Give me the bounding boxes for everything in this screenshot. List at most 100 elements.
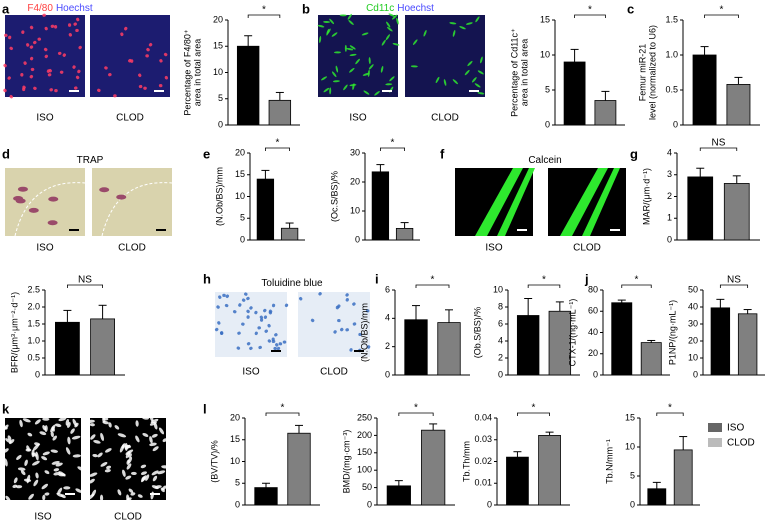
micrograph-detail: [246, 296, 250, 301]
micrograph-detail: [122, 469, 126, 477]
micrograph-detail: [35, 451, 39, 461]
micrograph-detail: [87, 419, 95, 423]
significance-label: NS: [727, 275, 741, 286]
y-tick-label: 10: [493, 284, 503, 294]
y-tick-label: 15: [625, 412, 635, 422]
significance-bracket: [574, 14, 606, 18]
micrograph-detail: [9, 46, 13, 51]
bar: [256, 178, 275, 241]
y-axis-label: (N.Ob/BS)/mm: [214, 167, 224, 226]
micrograph-detail: [349, 348, 353, 352]
image-title: F4/80 Hoechst: [27, 3, 92, 14]
micrograph-detail: [126, 459, 130, 465]
y-tick-label: 30: [688, 318, 698, 328]
micrograph-detail: [471, 77, 477, 83]
micrograph-detail: [70, 428, 75, 434]
y-tick-label: 0: [630, 499, 635, 509]
micrograph-detail: [125, 450, 131, 459]
micrograph-detail: [49, 88, 53, 92]
micrograph-detail: [5, 495, 11, 502]
micrograph-detail: [42, 451, 50, 456]
micrograph-detail: [145, 474, 150, 481]
micrograph-detail: [29, 56, 34, 61]
significance-label: *: [668, 403, 672, 414]
bar: [594, 100, 617, 126]
micrograph-detail: [380, 65, 384, 73]
micrograph-detail: [113, 94, 117, 98]
micrograph-detail: [333, 330, 337, 334]
micrograph-detail: [37, 37, 42, 41]
title-part: Calcein: [528, 155, 561, 166]
micrograph-detail: [153, 422, 158, 430]
micrograph-detail: [90, 434, 96, 440]
micrograph-detail: [323, 20, 331, 23]
micrograph-detail: [65, 447, 71, 455]
micrograph-detail: [146, 47, 150, 52]
y-axis-label: level (normalized to U6): [647, 25, 657, 120]
y-tick-label: 15: [235, 169, 245, 179]
y-tick-label: 10: [235, 191, 245, 201]
micrograph-detail: [480, 56, 483, 64]
significance-label: *: [635, 275, 639, 286]
micrograph-detail: [367, 69, 370, 77]
panel-letter: e: [203, 146, 210, 161]
micrograph: [90, 15, 170, 97]
y-tick-label: 8: [498, 301, 503, 311]
y-tick-label: 30: [350, 147, 360, 157]
micrograph-detail: [374, 91, 380, 96]
bar: [687, 176, 714, 241]
y-tick-label: 50: [688, 284, 698, 294]
micrograph-detail: [29, 74, 34, 79]
micrograph-detail: [31, 452, 38, 457]
y-tick-label: 100: [357, 465, 372, 475]
micrograph-detail: [55, 462, 63, 467]
micrograph-detail: [465, 22, 473, 25]
micrograph-detail: [44, 26, 48, 31]
micrograph-detail: [50, 449, 59, 453]
micrograph-detail: [318, 292, 322, 296]
micrograph-detail: [363, 90, 370, 95]
micrograph-detail: [102, 420, 109, 425]
micrograph: [318, 15, 398, 97]
micrograph-detail: [77, 466, 85, 472]
y-tick-label: 5: [218, 93, 223, 103]
micrograph-detail: [4, 458, 8, 467]
y-tick-label: 2.0: [27, 301, 40, 311]
micrograph-detail: [33, 40, 37, 45]
micrograph-detail: [459, 26, 466, 30]
micrograph-detail: [124, 26, 128, 31]
y-axis-label: Percentage of Cd11c⁺: [509, 28, 519, 117]
micrograph-detail: [126, 494, 130, 502]
micrograph-detail: [9, 95, 13, 99]
micrograph-detail: [410, 65, 418, 68]
y-tick-label: 200: [357, 430, 372, 440]
micrograph-detail: [53, 468, 60, 472]
micrograph-detail: [237, 331, 241, 335]
bar: [538, 434, 561, 506]
micrograph-detail: [423, 30, 427, 37]
bar: [395, 227, 414, 241]
micrograph-detail: [67, 23, 72, 27]
y-tick-label: 0: [35, 369, 40, 379]
micrograph-detail: [50, 431, 54, 438]
micrograph-detail: [97, 88, 101, 92]
micrograph-detail: [30, 67, 35, 72]
title-part: F4/80: [27, 3, 53, 14]
micrograph-detail: [148, 43, 153, 47]
micrograph-detail: [59, 70, 64, 74]
micrograph-detail: [120, 32, 124, 37]
micrograph-detail: [158, 84, 163, 88]
y-tick-label: 3: [667, 169, 672, 179]
micrograph-detail: [275, 343, 279, 347]
micrograph-detail: [278, 342, 283, 346]
bar: [371, 171, 390, 241]
micrograph-detail: [3, 63, 7, 68]
micrograph-detail: [214, 327, 219, 332]
micrograph-detail: [332, 80, 340, 83]
bar: [673, 449, 693, 506]
micrograph-detail: [323, 87, 330, 93]
micrograph-detail: [77, 69, 81, 74]
micrograph-detail: [23, 478, 32, 482]
micrograph-detail: [42, 417, 50, 421]
y-tick-label: 20: [350, 176, 360, 186]
